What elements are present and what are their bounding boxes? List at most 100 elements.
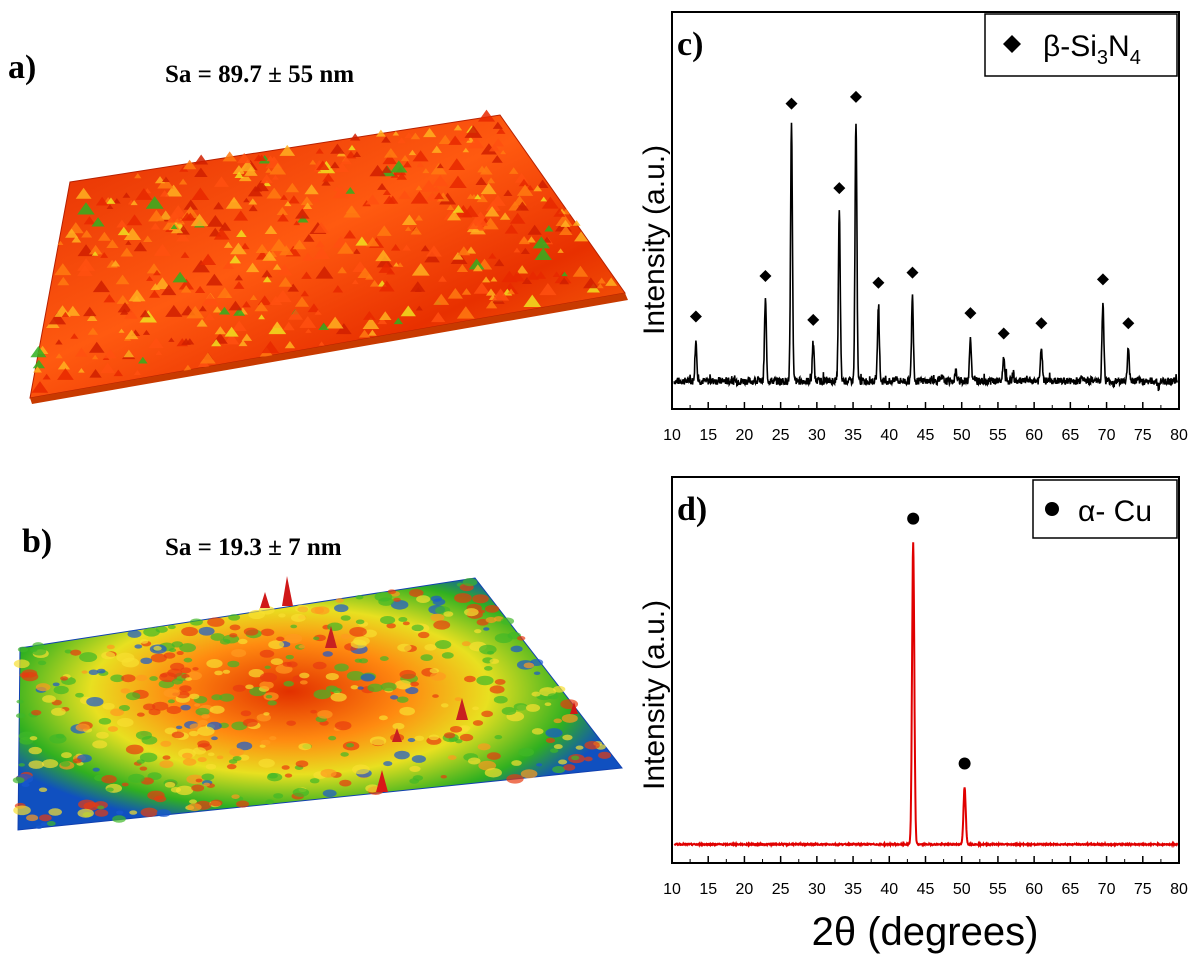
surface-texture-bump (83, 216, 96, 225)
surface-texture-bump (400, 155, 410, 162)
surface-texture-bump (455, 739, 463, 744)
surface-texture-bump (394, 680, 412, 690)
surface-texture-bump (103, 294, 116, 303)
surface-texture-bump (484, 604, 500, 613)
surface-texture-bump (478, 760, 497, 771)
panel-a: a) Sa = 89.7 ± 55 nm (8, 49, 628, 404)
surface-texture-bump (152, 701, 169, 711)
surface-texture-bump (211, 694, 223, 701)
surface-texture-bump (129, 810, 138, 815)
surface-texture-bump (120, 308, 129, 315)
surface-texture-bump (409, 765, 421, 773)
surface-texture-bump (494, 678, 506, 685)
surface-texture-bump (545, 737, 556, 744)
surface-texture-bump (557, 248, 564, 253)
surface-texture-bump (475, 176, 487, 186)
surface-texture-bump (489, 685, 505, 694)
surface-texture-bump (60, 761, 71, 767)
surface-texture-bump (117, 226, 130, 236)
surface-texture-bump (286, 720, 297, 726)
surface-texture-bump (553, 685, 566, 693)
surface-texture-bump (265, 167, 273, 173)
surface-texture-bump (87, 327, 99, 335)
surface-texture-bump (544, 702, 552, 707)
surface-texture-bump (299, 316, 317, 328)
surface-texture-bump (433, 293, 450, 305)
surface-texture-bump (181, 626, 199, 637)
xtick-label: 50 (953, 427, 971, 444)
surface-texture-bump (161, 284, 177, 296)
surface-texture-bump (148, 290, 161, 298)
surface-texture-bump (493, 695, 508, 704)
surface-texture-bump (431, 145, 442, 153)
surface-texture-bump (485, 288, 497, 296)
surface-texture-bump (261, 340, 280, 354)
xtick-label: 70 (1098, 881, 1116, 898)
surface-texture-bump (194, 167, 208, 178)
surface-texture-bump (540, 196, 548, 202)
surface-texture-bump (125, 692, 141, 701)
surface-texture-bump (321, 179, 331, 186)
surface-texture-bump (332, 186, 350, 199)
surface-texture-bump (432, 694, 439, 698)
surface-texture-bump (500, 617, 515, 625)
surface-texture-bump (346, 743, 355, 748)
surface-texture-bump (404, 132, 414, 139)
peak-marker-diamond (759, 269, 772, 282)
surface-texture-bump (116, 717, 134, 728)
surface-texture-bump (83, 306, 97, 317)
surface-texture-bump (545, 728, 563, 738)
surface-texture-bump (264, 665, 271, 669)
surface-texture-bump (159, 210, 173, 220)
surface-texture-bump (197, 740, 210, 748)
surface-texture-bump (501, 707, 517, 716)
surface-texture-bump (552, 271, 561, 277)
surface-texture-bump (335, 598, 344, 603)
surface-texture-bump (334, 721, 352, 731)
surface-texture-bump (399, 706, 416, 716)
surface-texture-bump (156, 809, 171, 818)
surface-texture-bump (96, 668, 106, 674)
surface-texture-bump (248, 198, 258, 205)
surface-texture-bump (328, 735, 337, 741)
xtick-label: 75 (1134, 881, 1152, 898)
xtick-label: 55 (989, 427, 1007, 444)
surface-texture-bump (534, 247, 552, 261)
xtick-label: 40 (880, 427, 898, 444)
surface-texture-bump (473, 282, 490, 294)
surface-texture-bump (78, 799, 96, 810)
surface-texture-bump (539, 282, 557, 296)
xtick-label: 30 (808, 427, 826, 444)
surface-texture-bump (309, 778, 320, 784)
surface-texture-bump (466, 193, 475, 199)
surface-texture-bump (266, 187, 282, 199)
surface-texture-bump (507, 288, 516, 295)
surface-texture-bump (30, 345, 47, 358)
surface-texture-bump (57, 360, 71, 370)
surface-texture-bump (41, 759, 59, 769)
surface-texture-bump (472, 720, 484, 726)
surface-texture-bump (345, 186, 356, 194)
surface-texture-bump (255, 243, 269, 253)
surface-texture-bump (238, 172, 252, 182)
surface-texture-bump (205, 763, 217, 770)
surface-texture-bump (416, 161, 425, 168)
surface-texture-bump (399, 669, 417, 680)
surface-texture-bump (295, 760, 309, 768)
surface-texture-bump (343, 229, 357, 239)
surface-texture-bump (40, 822, 48, 827)
surface-texture-bump (228, 300, 243, 311)
surface-texture-bump (155, 626, 168, 633)
surface-texture-bump (178, 278, 195, 290)
surface-a-edge (30, 293, 628, 404)
surface-texture-bump (106, 197, 116, 204)
surface-texture-bump (210, 633, 225, 641)
surface-texture-bump (278, 613, 286, 618)
surface-texture-bump (414, 287, 422, 293)
surface-texture-bump (159, 189, 170, 197)
surface-texture-bump (414, 735, 425, 741)
surface-texture-bump (317, 710, 333, 719)
surface-texture-bump (210, 799, 223, 807)
surface-texture-bump (416, 595, 431, 603)
chart-c: c) β-Si3N4 Intensity (a.u.) 10 15 20 25 30 35… (638, 11, 1188, 444)
